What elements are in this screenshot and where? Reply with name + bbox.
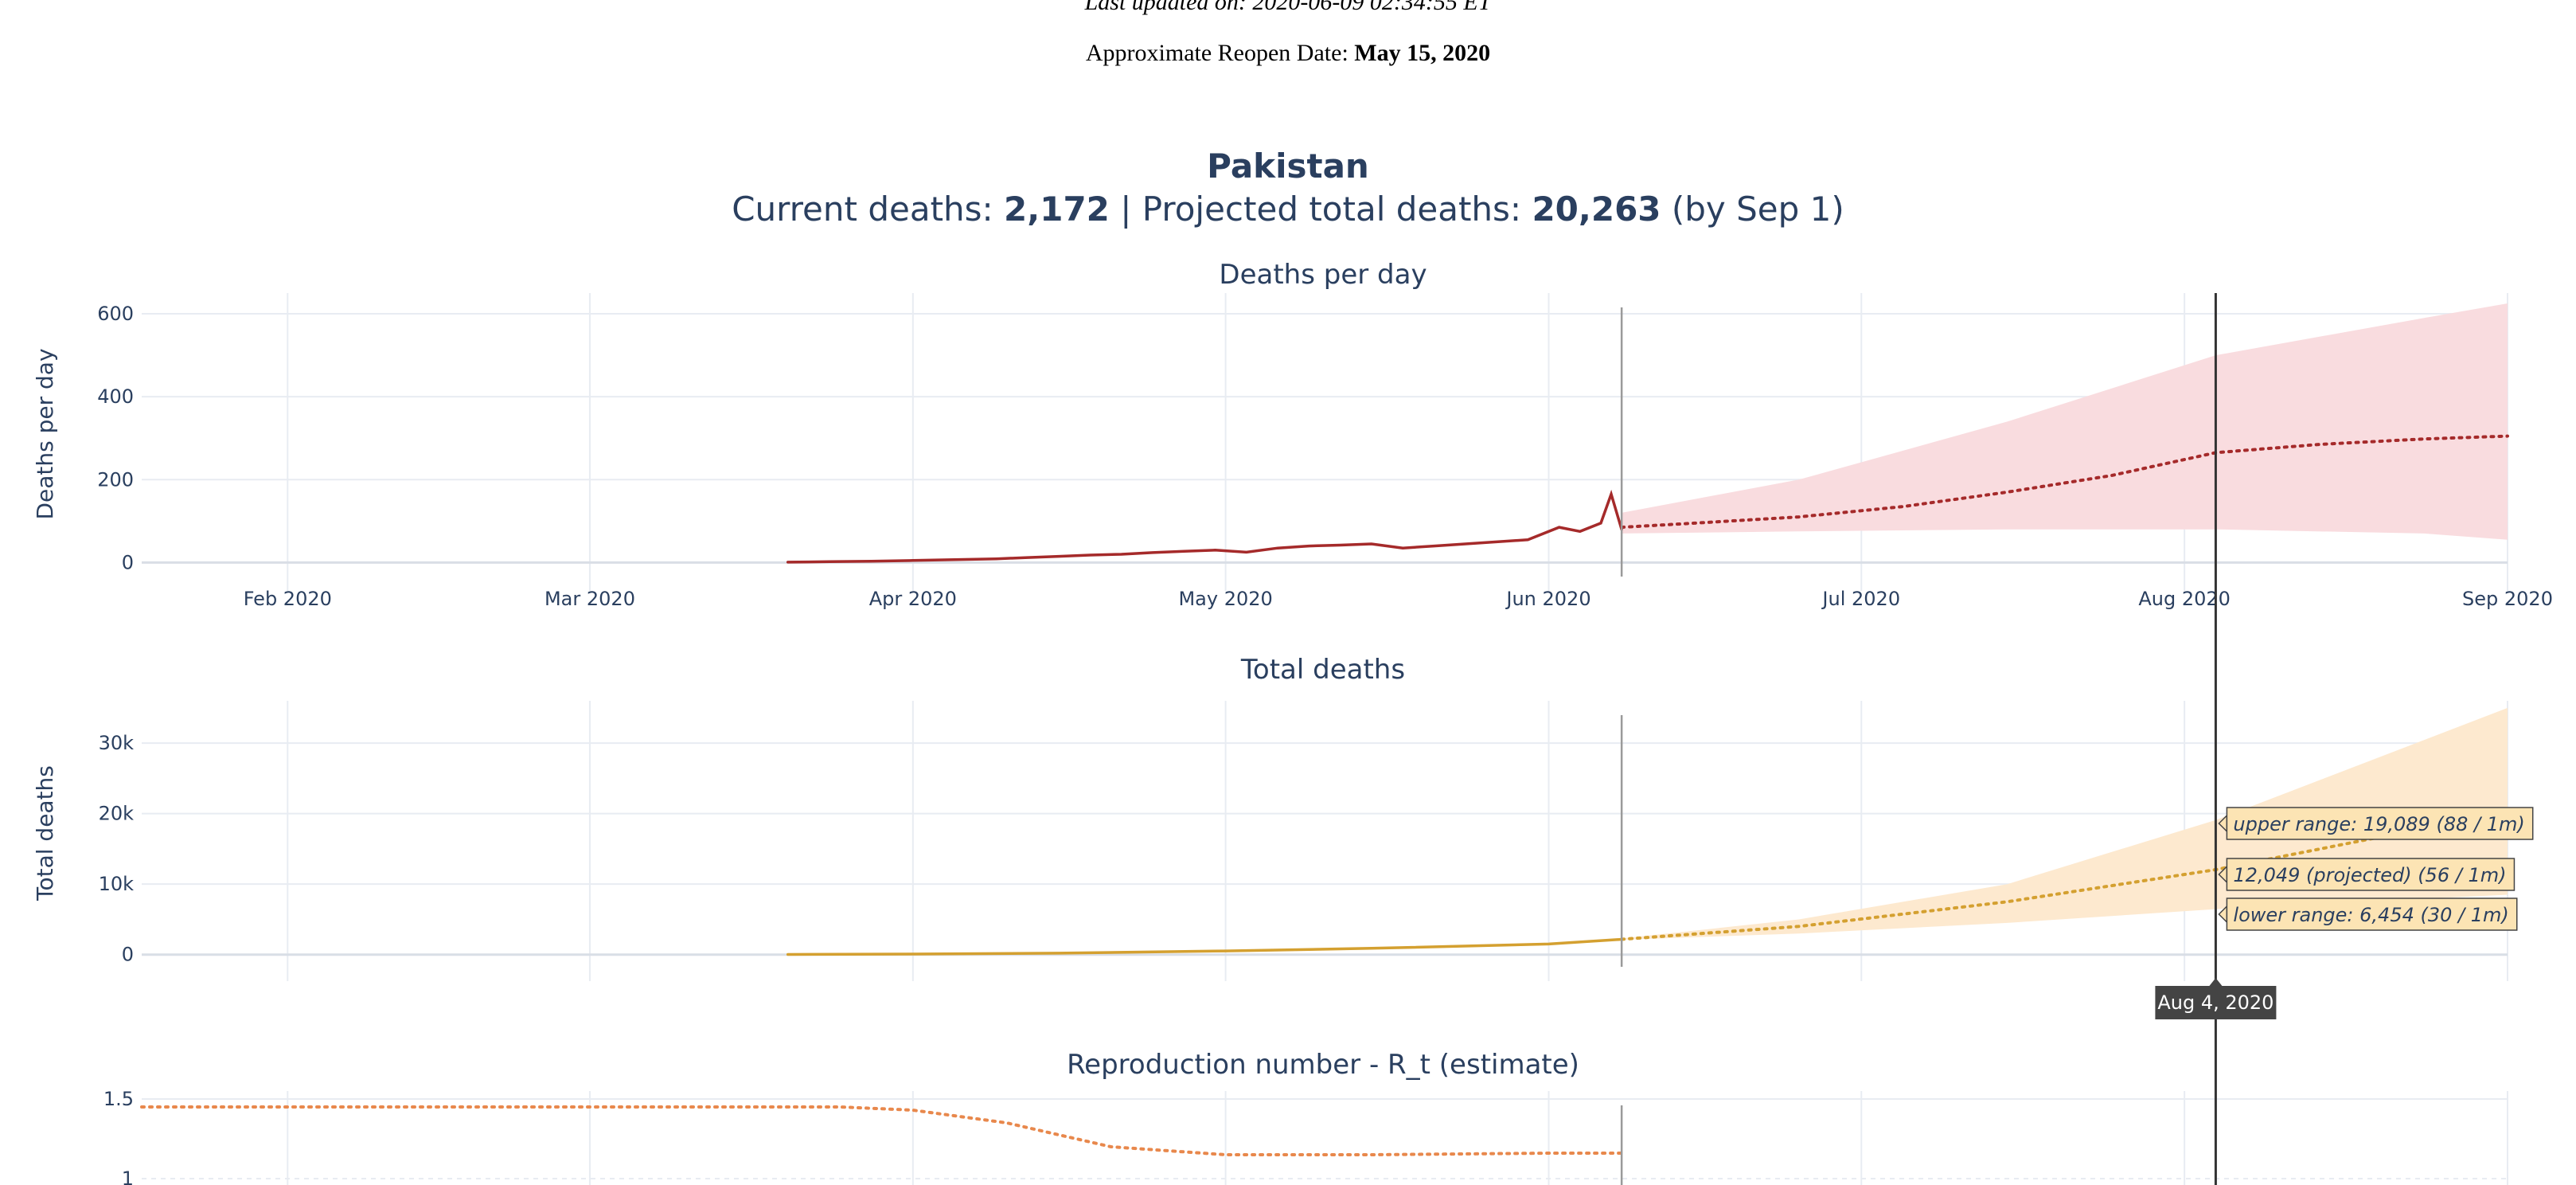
reopen-date: Approximate Reopen Date: May 15, 2020 [0, 40, 2576, 67]
last-updated-label: Last updated on: [1084, 0, 1247, 15]
y-tick-label: 1.5 [103, 1088, 134, 1110]
y-tick-label: 30k [99, 732, 135, 754]
x-tick-label: Sep 2020 [2462, 588, 2553, 610]
x-tick-label: Jun 2020 [1505, 588, 1590, 610]
panel-3: Reproduction number - R_t (estimate) 1 1.5 [103, 1049, 2508, 1185]
y-tick-label: 200 [97, 468, 134, 491]
projected-deaths-label: Projected total deaths: [1142, 190, 1522, 229]
reopen-value: May 15, 2020 [1354, 40, 1491, 66]
observed-line [786, 937, 1623, 956]
hover-box [2226, 898, 2518, 931]
hover-label-text: lower range: 6,454 (30 / 1m) [2233, 904, 2508, 926]
y-axis-title: Total deaths [32, 765, 58, 901]
y-tick-label: 600 [97, 303, 134, 325]
y-tick-label: 1 [122, 1167, 134, 1185]
y-tick-label: 10k [99, 873, 135, 895]
panel-2: Total deaths 0 10k 20k 30k Total deaths [32, 654, 2509, 981]
panel-title: Deaths per day [1219, 259, 1427, 291]
projected-suffix: (by Sep 1) [1671, 190, 1844, 229]
panel-title: Reproduction number - R_t (estimate) [1067, 1049, 1579, 1081]
x-tick-label: Feb 2020 [244, 588, 332, 610]
projected-deaths-value: 20,263 [1532, 190, 1661, 229]
country-title: Pakistan [1207, 147, 1369, 186]
y-tick-label: 20k [99, 803, 135, 825]
hover-x-pointer [2209, 978, 2223, 986]
hover-label-text: upper range: 19,089 (88 / 1m) [2233, 813, 2524, 835]
last-updated: Last updated on: 2020-06-09 02:34:55 ET [0, 0, 2576, 16]
y-axis-title: Deaths per day [32, 348, 58, 519]
hover-x-label: Aug 4, 2020 [2155, 978, 2277, 1019]
hover-box [2226, 858, 2516, 891]
observed-line [786, 489, 1623, 564]
hover-x-box [2155, 986, 2277, 1019]
x-tick-label: May 2020 [1178, 588, 1272, 610]
panel-title: Total deaths [1240, 654, 1405, 686]
deaths-summary: Current deaths: 2,172 | Projected total … [0, 190, 2576, 229]
x-tick-label: Jul 2020 [1821, 588, 1900, 610]
current-deaths-value: 2,172 [1004, 190, 1110, 229]
projection-line [1620, 810, 2509, 941]
projection-line [140, 1105, 1624, 1156]
panel-1: Deaths per day 0 200 400 600 Deaths per day Fe… [32, 259, 2553, 610]
hover-label: 12,049 (projected) (56 / 1m) [2218, 858, 2516, 891]
y-tick-label: 0 [122, 944, 134, 966]
hover-x-text: Aug 4, 2020 [2157, 991, 2274, 1014]
hover-label: lower range: 6,454 (30 / 1m) [2218, 898, 2518, 931]
x-tick-label: Apr 2020 [869, 588, 957, 610]
confidence-band [1622, 303, 2508, 540]
current-deaths-label: Current deaths: [732, 190, 993, 229]
projection-line [1620, 434, 2509, 530]
hover-label-text: 12,049 (projected) (56 / 1m) [2233, 864, 2506, 886]
last-updated-value: 2020-06-09 02:34:55 ET [1252, 0, 1492, 15]
hover-box [2226, 807, 2534, 840]
x-tick-label: Mar 2020 [544, 588, 635, 610]
hover-label: upper range: 19,089 (88 / 1m) [2218, 807, 2534, 840]
reopen-label: Approximate Reopen Date: [1085, 40, 1348, 66]
y-tick-label: 400 [97, 385, 134, 408]
y-tick-label: 0 [122, 551, 134, 573]
summary-separator: | [1120, 190, 1132, 229]
